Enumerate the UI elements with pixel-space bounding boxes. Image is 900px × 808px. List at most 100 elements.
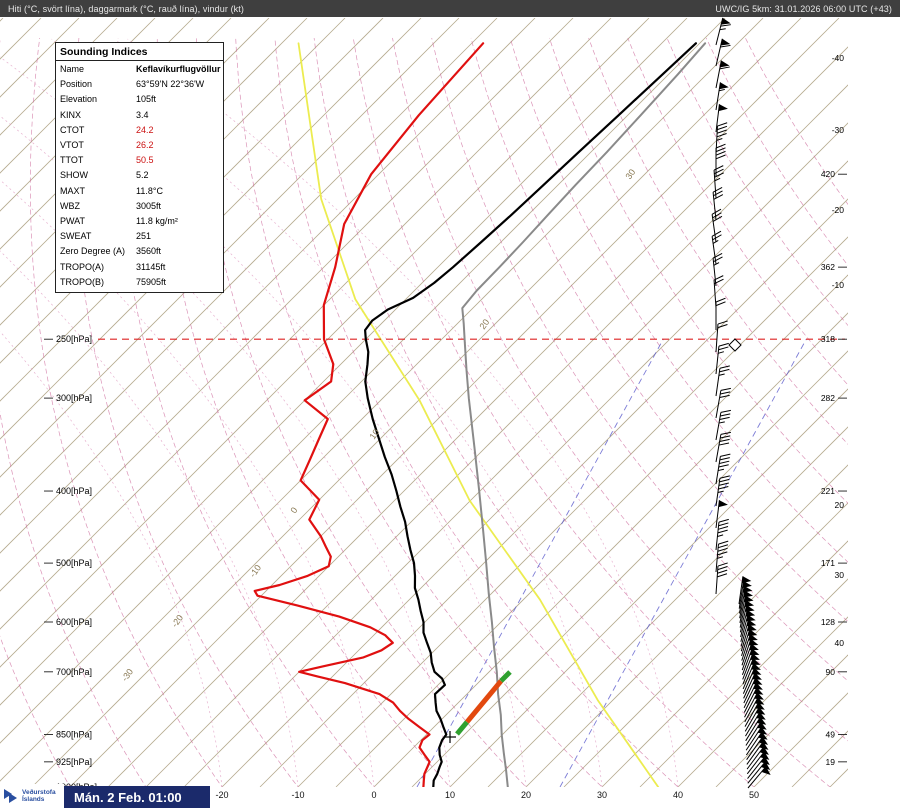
inner-isotherm-label: -10 <box>247 563 263 579</box>
index-value: Keflavíkurflugvöllur <box>136 64 221 74</box>
inner-isotherm-label: 30 <box>623 167 637 181</box>
right-temp-label: -30 <box>832 125 845 135</box>
panel-title: Sounding Indices <box>56 43 223 61</box>
index-row: TROPO(A) 31145ft <box>56 260 223 275</box>
index-value: 3560ft <box>136 246 162 257</box>
index-value: 75905ft <box>136 276 167 287</box>
index-label: MAXT <box>60 185 86 196</box>
met-logo-icon <box>4 789 17 803</box>
header-model-info: UWC/IG 5km: 31.01.2026 06:00 UTC (+43) <box>715 3 892 14</box>
right-temp-label: -20 <box>832 205 845 215</box>
index-value: 3.4 <box>136 109 149 120</box>
index-value: 31145ft <box>136 261 166 272</box>
pressure-axis-label: 300[hPa] <box>56 393 92 403</box>
right-temp-label: -40 <box>832 53 845 63</box>
altitude-axis-label: 19 <box>826 757 836 767</box>
index-value: 105ft <box>136 94 157 105</box>
index-row: Elevation 105ft <box>56 92 223 107</box>
index-row: SWEAT 251 <box>56 229 223 244</box>
altitude-axis-label: 318 <box>821 334 835 344</box>
altitude-axis-label: 90 <box>826 667 836 677</box>
pressure-axis-label: 600[hPa] <box>56 617 92 627</box>
index-row: TTOT 50.5 <box>56 153 223 168</box>
header-bar: Hiti (°C, svört lína), daggarmark (°C, r… <box>0 0 900 17</box>
logo-line1: Veðurstofa <box>22 789 56 796</box>
valid-time-label: Mán. 2 Feb. 01:00 <box>74 789 182 805</box>
bottom-temp-label: 10 <box>445 790 455 800</box>
index-label: TROPO(A) <box>60 261 104 272</box>
index-label: Zero Degree (A) <box>60 246 126 257</box>
bottom-temp-label: -20 <box>215 790 228 800</box>
pressure-axis-label: 250[hPa] <box>56 334 92 344</box>
index-row: MAXT 11.8°C <box>56 184 223 199</box>
sounding-curves <box>253 42 707 787</box>
altitude-axis-label: 420 <box>821 169 835 179</box>
index-value: 11.8 kg/m² <box>136 216 178 227</box>
index-value: 63°59'N 22°36'W <box>136 79 205 90</box>
bottom-temp-label: 0 <box>371 790 376 800</box>
index-label: TROPO(B) <box>60 276 104 287</box>
index-value: 26.2 <box>136 140 154 151</box>
pressure-axis-label: 700[hPa] <box>56 667 92 677</box>
index-row: Position 63°59'N 22°36'W <box>56 77 223 92</box>
index-label: PWAT <box>60 216 85 227</box>
bottom-temp-label: -10 <box>291 790 304 800</box>
right-temp-label: -10 <box>832 280 845 290</box>
inner-isotherm-label: -30 <box>119 667 135 683</box>
met-office-logo: Veðurstofa Íslands <box>0 784 64 808</box>
altitude-axis-label: 362 <box>821 262 835 272</box>
index-value: 11.8°C <box>136 185 163 196</box>
index-label: KINX <box>60 109 82 120</box>
grid-layer <box>0 18 848 787</box>
index-label: CTOT <box>60 124 85 135</box>
index-label: SHOW <box>60 170 88 181</box>
index-row: CTOT 24.2 <box>56 123 223 138</box>
index-label: VTOT <box>60 140 84 151</box>
met-logo-text: Veðurstofa Íslands <box>22 789 56 803</box>
cape-segment <box>465 679 503 724</box>
right-temp-label: 30 <box>835 570 845 580</box>
bottom-temp-label: 40 <box>673 790 683 800</box>
pressure-axis-label: 850[hPa] <box>56 730 92 740</box>
altitude-axis-label: 282 <box>821 393 835 403</box>
inner-isotherm-label: 0 <box>288 505 299 515</box>
altitude-axis-label: 171 <box>821 558 835 568</box>
index-label: Elevation <box>60 94 98 105</box>
tropopause-diamond-marker <box>728 338 742 352</box>
index-row: SHOW 5.2 <box>56 168 223 183</box>
logo-line2: Íslands <box>22 796 45 803</box>
index-row: KINX 3.4 <box>56 108 223 123</box>
altitude-axis-label: 49 <box>826 730 836 740</box>
index-value: 251 <box>136 231 152 242</box>
index-label: WBZ <box>60 200 80 211</box>
index-value: 24.2 <box>136 124 154 135</box>
bottom-temp-label: 50 <box>749 790 759 800</box>
cape-segment <box>499 670 512 683</box>
index-row: WBZ 3005ft <box>56 199 223 214</box>
wind-barbs <box>711 17 771 789</box>
right-temp-label: 20 <box>835 500 845 510</box>
index-value: 50.5 <box>136 155 154 166</box>
pressure-axis-label: 400[hPa] <box>56 486 92 496</box>
index-label: SWEAT <box>60 231 92 242</box>
bottom-temp-label: 20 <box>521 790 531 800</box>
index-row: TROPO(B) 75905ft <box>56 275 223 290</box>
index-row: Name Keflavíkurflugvöllur <box>56 62 223 77</box>
index-label: Name <box>60 64 85 74</box>
index-label: Position <box>60 79 93 90</box>
index-row: PWAT 11.8 kg/m² <box>56 214 223 229</box>
pressure-axis-label: 925[hPa] <box>56 757 92 767</box>
altitude-axis-label: 128 <box>821 617 835 627</box>
cape-segment <box>455 720 469 736</box>
bottom-temp-label: 30 <box>597 790 607 800</box>
index-label: TTOT <box>60 155 84 166</box>
right-temp-label: 40 <box>835 638 845 648</box>
index-value: 3005ft <box>136 200 162 211</box>
indices-table: Name Keflavíkurflugvöllur Position 63°59'N… <box>56 61 223 292</box>
altitude-axis-label: 221 <box>821 486 835 496</box>
inner-isotherm-label: 20 <box>477 317 491 331</box>
pressure-axis-label: 500[hPa] <box>56 558 92 568</box>
valid-time-bar: Mán. 2 Feb. 01:00 <box>64 786 210 808</box>
